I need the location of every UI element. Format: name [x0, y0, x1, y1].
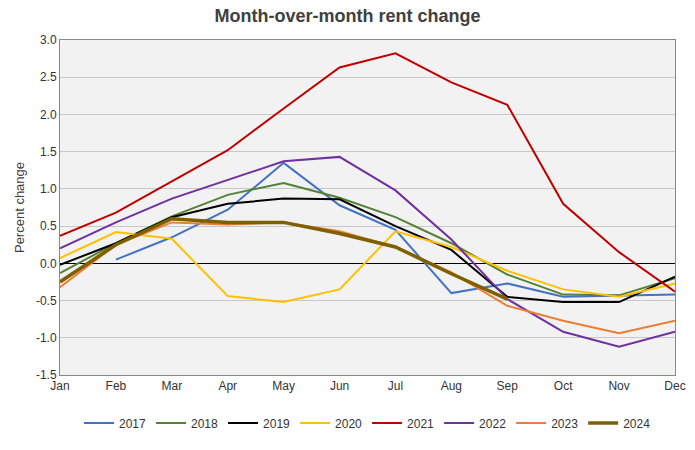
svg-text:2021: 2021 — [407, 417, 434, 431]
svg-text:2.0: 2.0 — [40, 108, 57, 122]
svg-text:1.5: 1.5 — [40, 145, 57, 159]
svg-text:2023: 2023 — [551, 417, 578, 431]
svg-text:May: May — [272, 379, 295, 393]
svg-text:Aug: Aug — [441, 379, 462, 393]
svg-text:0.0: 0.0 — [40, 257, 57, 271]
svg-text:Dec: Dec — [664, 379, 685, 393]
svg-text:Nov: Nov — [608, 379, 629, 393]
svg-text:Percent change: Percent change — [12, 162, 27, 253]
svg-text:-1.0: -1.0 — [36, 331, 57, 345]
svg-text:2017: 2017 — [119, 417, 146, 431]
svg-text:0.5: 0.5 — [40, 219, 57, 233]
svg-text:2020: 2020 — [335, 417, 362, 431]
svg-text:Jun: Jun — [330, 379, 349, 393]
svg-text:Month-over-month rent change: Month-over-month rent change — [215, 6, 481, 26]
svg-text:Jul: Jul — [388, 379, 403, 393]
svg-text:Feb: Feb — [106, 379, 127, 393]
svg-text:2.5: 2.5 — [40, 70, 57, 84]
svg-text:Oct: Oct — [554, 379, 573, 393]
svg-text:2022: 2022 — [479, 417, 506, 431]
svg-text:Mar: Mar — [161, 379, 182, 393]
svg-text:Sep: Sep — [497, 379, 519, 393]
svg-text:-0.5: -0.5 — [36, 294, 57, 308]
svg-text:Apr: Apr — [218, 379, 237, 393]
svg-text:2019: 2019 — [263, 417, 290, 431]
svg-text:-1.5: -1.5 — [36, 368, 57, 382]
svg-text:2024: 2024 — [623, 417, 650, 431]
svg-text:3.0: 3.0 — [40, 33, 57, 47]
svg-text:Jan: Jan — [50, 379, 69, 393]
svg-text:1.0: 1.0 — [40, 182, 57, 196]
svg-text:2018: 2018 — [191, 417, 218, 431]
